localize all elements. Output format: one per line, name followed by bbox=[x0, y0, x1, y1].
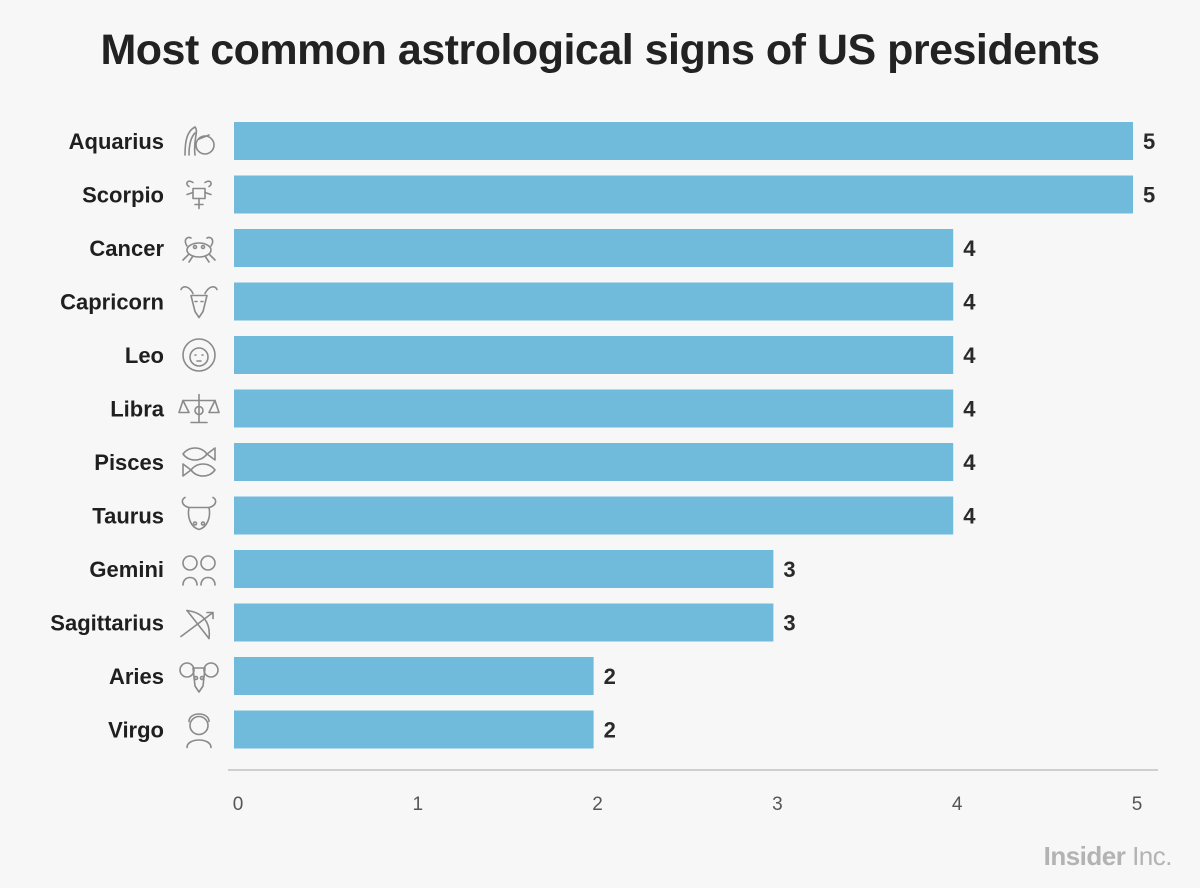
chart-title: Most common astrological signs of US pre… bbox=[100, 26, 1100, 74]
value-label: 4 bbox=[963, 343, 976, 368]
x-axis: 0 1 2 3 4 5 bbox=[228, 769, 1158, 815]
category-label: Aries bbox=[109, 664, 164, 689]
category-label: Scorpio bbox=[82, 183, 164, 208]
value-label: 5 bbox=[1143, 183, 1155, 208]
bar-leo bbox=[234, 336, 954, 374]
cancer-icon bbox=[182, 236, 216, 263]
x-tick-label: 1 bbox=[413, 794, 424, 815]
value-label: 4 bbox=[963, 290, 976, 315]
value-label: 2 bbox=[604, 718, 616, 743]
value-label: 4 bbox=[963, 504, 976, 529]
bar-gemini bbox=[234, 550, 774, 588]
x-tick-label: 4 bbox=[952, 794, 963, 815]
bar-aries bbox=[234, 657, 594, 695]
insider-inc-logo: Insider Inc. bbox=[1043, 841, 1173, 872]
bar-capricorn bbox=[234, 282, 954, 321]
bar-scorpio bbox=[234, 175, 1133, 214]
scorpio-icon bbox=[186, 180, 212, 210]
category-label: Pisces bbox=[94, 450, 164, 475]
category-label: Sagittarius bbox=[50, 611, 164, 636]
bar-sagittarius bbox=[234, 603, 774, 642]
bar-virgo bbox=[234, 710, 594, 749]
value-label: 3 bbox=[783, 557, 795, 582]
bar-pisces bbox=[234, 443, 954, 481]
x-tick-label: 3 bbox=[772, 794, 783, 815]
sagittarius-icon bbox=[180, 609, 214, 640]
value-label: 5 bbox=[1143, 129, 1155, 154]
x-tick-label: 5 bbox=[1132, 794, 1143, 815]
bar-libra bbox=[234, 389, 954, 428]
value-label: 4 bbox=[963, 397, 976, 422]
category-label: Cancer bbox=[89, 236, 164, 261]
category-label: Leo bbox=[125, 343, 164, 368]
value-label: 2 bbox=[604, 664, 616, 689]
category-label: Aquarius bbox=[69, 129, 164, 154]
category-label: Virgo bbox=[108, 718, 164, 743]
labels-layer: Aquarius 5 Scorpio 5 Cancer 4 Capricorn 4 Leo 4 Li… bbox=[50, 129, 1155, 743]
gemini-icon bbox=[182, 555, 216, 586]
aquarius-icon bbox=[184, 126, 215, 156]
category-label: Taurus bbox=[92, 504, 164, 529]
capricorn-icon bbox=[180, 286, 218, 319]
value-label: 3 bbox=[783, 611, 795, 636]
icons-layer bbox=[178, 126, 220, 749]
libra-icon bbox=[178, 393, 220, 424]
category-label: Capricorn bbox=[60, 290, 164, 315]
logo-bold-text: Insider bbox=[1043, 841, 1126, 871]
pisces-icon bbox=[182, 447, 216, 477]
bar-aquarius bbox=[234, 122, 1133, 160]
x-tick-label: 0 bbox=[233, 794, 244, 815]
logo-regular-text: Inc. bbox=[1132, 841, 1172, 871]
bars-layer bbox=[234, 122, 1133, 749]
category-label: Libra bbox=[110, 397, 165, 422]
bar-cancer bbox=[234, 229, 954, 267]
category-label: Gemini bbox=[89, 557, 164, 582]
bar-taurus bbox=[234, 496, 954, 535]
leo-icon bbox=[182, 338, 216, 372]
x-tick-label: 2 bbox=[592, 794, 603, 815]
value-label: 4 bbox=[963, 450, 976, 475]
taurus-icon bbox=[181, 496, 217, 531]
aries-icon bbox=[179, 662, 219, 693]
virgo-icon bbox=[186, 713, 212, 749]
value-label: 4 bbox=[963, 236, 976, 261]
